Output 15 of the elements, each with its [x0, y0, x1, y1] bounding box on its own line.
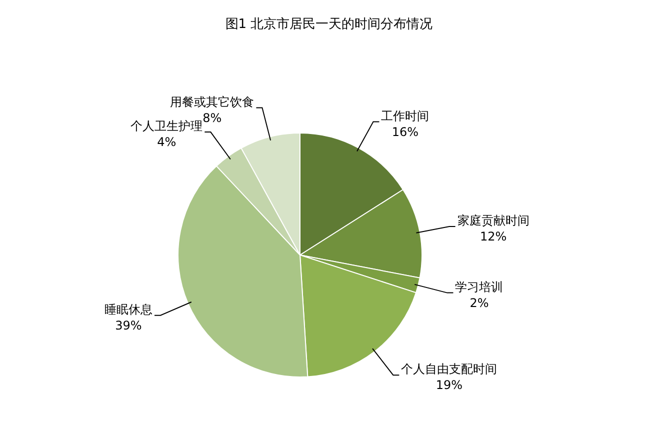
chart-title: 图1 北京市居民一天的时间分布情况: [225, 17, 433, 32]
data-label: 16%: [392, 124, 419, 139]
data-label: 2%: [470, 296, 489, 310]
data-label: 39%: [115, 318, 142, 332]
slice-label: 个人自由支配时间: [401, 362, 498, 376]
slice-label: 家庭贡献时间: [457, 214, 530, 228]
slice-label: 个人卫生护理: [130, 119, 203, 134]
slice-label: 睡眠休息: [104, 302, 152, 316]
data-label: 19%: [436, 378, 462, 392]
slice-label: 工作时间: [381, 108, 430, 123]
data-label: 8%: [202, 110, 222, 125]
data-label: 4%: [157, 135, 176, 150]
data-label: 12%: [480, 230, 507, 244]
slice-label: 用餐或其它饮食: [170, 94, 254, 109]
slice-label: 学习培训: [455, 280, 504, 294]
